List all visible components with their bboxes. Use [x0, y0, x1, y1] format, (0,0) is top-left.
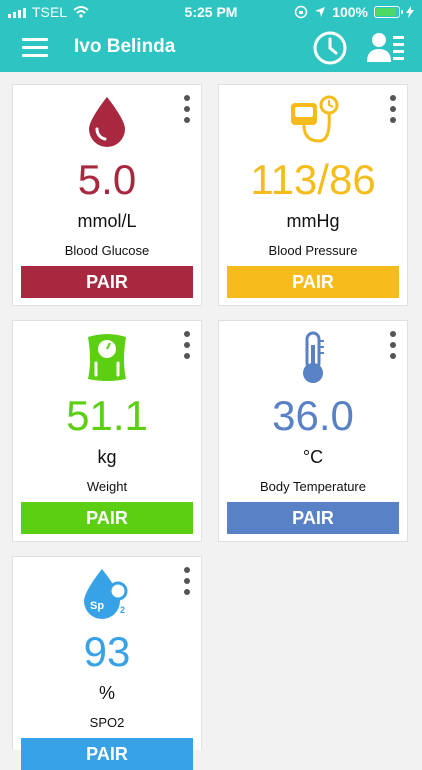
blood-pressure-cuff-icon — [291, 95, 339, 143]
pair-button[interactable]: PAIR — [227, 266, 399, 298]
blood-glucose-card: 5.0 mmol/L Blood Glucose PAIR — [12, 84, 202, 306]
spo2-drop-icon: Sp 2 — [84, 569, 128, 619]
wifi-icon — [73, 6, 89, 18]
svg-text:2: 2 — [120, 605, 125, 615]
thermometer-icon — [303, 331, 324, 383]
weight-unit: kg — [97, 447, 117, 467]
glucose-unit: mmol/L — [77, 211, 137, 231]
history-clock-icon[interactable] — [312, 30, 348, 66]
pair-button[interactable]: PAIR — [21, 266, 193, 298]
spo2-card: Sp 2 93 % SPO2 PAIR — [12, 556, 202, 770]
more-options-icon[interactable] — [179, 567, 195, 597]
blood-drop-icon — [89, 97, 125, 147]
weight-value: 51.1 — [66, 392, 148, 439]
location-icon — [315, 7, 326, 17]
charging-icon — [406, 6, 414, 18]
blood-pressure-label: Blood Pressure — [268, 243, 358, 258]
blood-pressure-card: 113/86 mmHg Blood Pressure PAIR — [218, 84, 408, 306]
weight-scale-icon — [88, 334, 126, 381]
spo2-value: 93 — [83, 628, 131, 675]
pair-button[interactable]: PAIR — [21, 738, 193, 770]
weight-label: Weight — [86, 479, 128, 494]
user-name: Ivo Belinda — [74, 36, 176, 57]
spo2-unit: % — [98, 683, 115, 703]
blood-pressure-unit: mmHg — [286, 211, 340, 231]
glucose-label: Blood Glucose — [64, 243, 150, 258]
glucose-value: 5.0 — [77, 156, 137, 203]
spo2-label: SPO2 — [89, 715, 125, 730]
pair-button[interactable]: PAIR — [227, 502, 399, 534]
svg-text:Sp: Sp — [90, 600, 104, 612]
user-profile-icon[interactable] — [366, 30, 406, 66]
battery-percent: 100% — [332, 4, 368, 20]
more-options-icon[interactable] — [179, 331, 195, 361]
blood-pressure-value: 113/86 — [250, 156, 376, 203]
temperature-unit: °C — [302, 447, 324, 467]
weight-card: 51.1 kg Weight PAIR — [12, 320, 202, 542]
more-options-icon[interactable] — [385, 331, 401, 361]
battery-icon — [374, 6, 403, 18]
status-time: 5:25 PM — [184, 4, 238, 20]
temperature-label: Body Temperature — [260, 479, 366, 494]
status-bar: TSEL 5:25 PM 100% — [0, 0, 422, 24]
body-temperature-card: 36.0 °C Body Temperature PAIR — [218, 320, 408, 542]
app-header: TSEL 5:25 PM 100% Ivo — [0, 0, 422, 72]
more-options-icon[interactable] — [179, 95, 195, 125]
orientation-lock-icon — [294, 5, 308, 19]
temperature-value: 36.0 — [272, 392, 354, 439]
carrier-label: TSEL — [32, 4, 68, 20]
more-options-icon[interactable] — [385, 95, 401, 125]
signal-icon — [8, 6, 26, 18]
pair-button[interactable]: PAIR — [21, 502, 193, 534]
hamburger-menu-icon[interactable] — [22, 38, 48, 58]
